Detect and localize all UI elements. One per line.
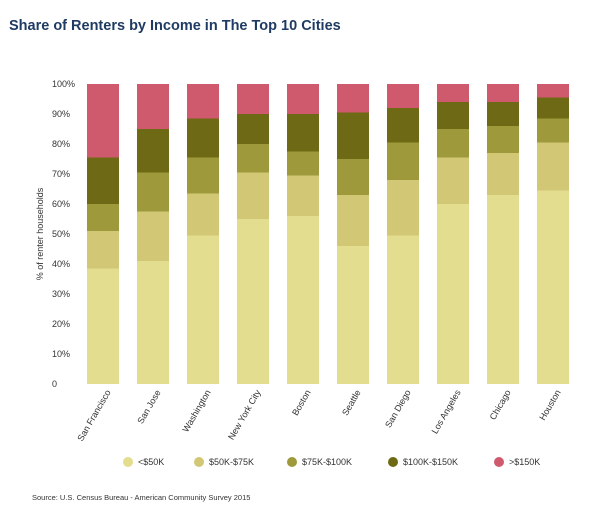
legend-swatch bbox=[287, 457, 297, 467]
y-tick-label: 80% bbox=[52, 139, 70, 149]
x-category-label: San Diego bbox=[383, 388, 413, 429]
bar-segment-new-york-city-series-2 bbox=[237, 144, 269, 173]
legend-label: $75K-$100K bbox=[302, 457, 352, 467]
bar-segment-seattle-series-3 bbox=[337, 112, 369, 159]
x-category-label: Houston bbox=[537, 388, 562, 422]
chart-title: Share of Renters by Income in The Top 10… bbox=[9, 18, 341, 34]
legend-label: $50K-$75K bbox=[209, 457, 254, 467]
bar-segment-washington-series-1 bbox=[187, 193, 219, 236]
bar-segment-seattle-series-1 bbox=[337, 195, 369, 246]
bar-segment-boston-series-0 bbox=[287, 216, 319, 384]
legend-swatch bbox=[494, 457, 504, 467]
bar-segment-chicago-series-1 bbox=[487, 153, 519, 195]
bar-segment-san-francisco-series-1 bbox=[87, 231, 119, 269]
bar-segment-los-angeles-series-1 bbox=[437, 157, 469, 204]
bar-segment-chicago-series-0 bbox=[487, 195, 519, 384]
bar-segment-los-angeles-series-0 bbox=[437, 204, 469, 384]
x-category-label: San Jose bbox=[135, 388, 162, 426]
y-tick-label: 100% bbox=[52, 79, 75, 89]
legend-label: $100K-$150K bbox=[403, 457, 458, 467]
y-tick-label: 20% bbox=[52, 319, 70, 329]
bar-segment-san-jose-series-0 bbox=[137, 261, 169, 384]
bar-segment-chicago-series-3 bbox=[487, 102, 519, 126]
legend-label: >$150K bbox=[509, 457, 540, 467]
bar-segment-san-diego-series-3 bbox=[387, 108, 419, 143]
bar-segment-san-francisco-series-3 bbox=[87, 157, 119, 204]
bar-segment-san-jose-series-2 bbox=[137, 172, 169, 212]
bar-segment-chicago-series-2 bbox=[487, 126, 519, 153]
bar-segment-washington-series-2 bbox=[187, 157, 219, 194]
y-tick-label: 0 bbox=[52, 379, 57, 389]
x-category-label: Chicago bbox=[488, 388, 513, 422]
bar-segment-washington-series-4 bbox=[187, 84, 219, 119]
source-note: Source: U.S. Census Bureau - American Co… bbox=[32, 493, 251, 502]
bar-segment-houston-series-0 bbox=[537, 190, 569, 384]
bar-segment-washington-series-0 bbox=[187, 235, 219, 384]
x-category-label: Washington bbox=[180, 388, 212, 434]
bar-segment-chicago-series-4 bbox=[487, 84, 519, 102]
y-tick-label: 60% bbox=[52, 199, 70, 209]
bar-segment-boston-series-4 bbox=[287, 84, 319, 114]
x-category-label: Seattle bbox=[340, 388, 363, 417]
x-category-label: New York City bbox=[226, 388, 263, 442]
bar-segment-houston-series-4 bbox=[537, 84, 569, 98]
legend-swatch bbox=[123, 457, 133, 467]
bar-segment-houston-series-1 bbox=[537, 142, 569, 191]
bar-segment-new-york-city-series-1 bbox=[237, 172, 269, 219]
bar-segment-houston-series-3 bbox=[537, 97, 569, 119]
bar-segment-los-angeles-series-4 bbox=[437, 84, 469, 102]
bar-segment-los-angeles-series-2 bbox=[437, 129, 469, 158]
legend: <$50K $50K-$75K $75K-$100K $100K-$150K >$150… bbox=[123, 457, 540, 467]
bar-segment-san-diego-series-4 bbox=[387, 84, 419, 108]
x-category-label: San Francisco bbox=[75, 388, 112, 443]
y-tick-label: 70% bbox=[52, 169, 70, 179]
y-axis-title: % of renter households bbox=[35, 187, 45, 280]
y-tick-label: 90% bbox=[52, 109, 70, 119]
bar-segment-new-york-city-series-4 bbox=[237, 84, 269, 114]
legend-swatch bbox=[388, 457, 398, 467]
x-category-label: Los Angeles bbox=[430, 388, 463, 436]
bar-segment-new-york-city-series-3 bbox=[237, 114, 269, 144]
bar-segment-boston-series-2 bbox=[287, 151, 319, 176]
bar-segment-san-jose-series-3 bbox=[137, 129, 169, 173]
x-axis-categories: San Francisco San Jose Washington New York … bbox=[75, 388, 562, 443]
bar-segment-seattle-series-4 bbox=[337, 84, 369, 113]
bar-segment-san-jose-series-4 bbox=[137, 84, 169, 129]
bar-segment-los-angeles-series-3 bbox=[437, 102, 469, 129]
bar-segment-san-diego-series-2 bbox=[387, 142, 419, 180]
bar-segment-boston-series-3 bbox=[287, 114, 319, 152]
legend-swatch bbox=[194, 457, 204, 467]
bar-segment-boston-series-1 bbox=[287, 175, 319, 216]
y-tick-label: 50% bbox=[52, 229, 70, 239]
y-tick-label: 30% bbox=[52, 289, 70, 299]
y-tick-label: 40% bbox=[52, 259, 70, 269]
bar-segment-san-francisco-series-2 bbox=[87, 204, 119, 231]
bar-segment-san-diego-series-0 bbox=[387, 235, 419, 384]
x-category-label: Boston bbox=[290, 388, 313, 417]
bar-segment-washington-series-3 bbox=[187, 118, 219, 158]
legend-label: <$50K bbox=[138, 457, 164, 467]
bar-segment-san-diego-series-1 bbox=[387, 180, 419, 236]
bar-segment-seattle-series-0 bbox=[337, 246, 369, 384]
y-tick-label: 10% bbox=[52, 349, 70, 359]
bar-segment-san-jose-series-1 bbox=[137, 211, 169, 261]
bar-segment-seattle-series-2 bbox=[337, 159, 369, 195]
bar-segment-houston-series-2 bbox=[537, 118, 569, 143]
y-axis-ticks: 0 10% 20% 30% 40% 50% 60% 70% 80% 90% 100% bbox=[52, 79, 75, 389]
bars-group bbox=[87, 84, 569, 384]
bar-segment-new-york-city-series-0 bbox=[237, 219, 269, 384]
bar-segment-san-francisco-series-0 bbox=[87, 268, 119, 384]
bar-segment-san-francisco-series-4 bbox=[87, 84, 119, 158]
